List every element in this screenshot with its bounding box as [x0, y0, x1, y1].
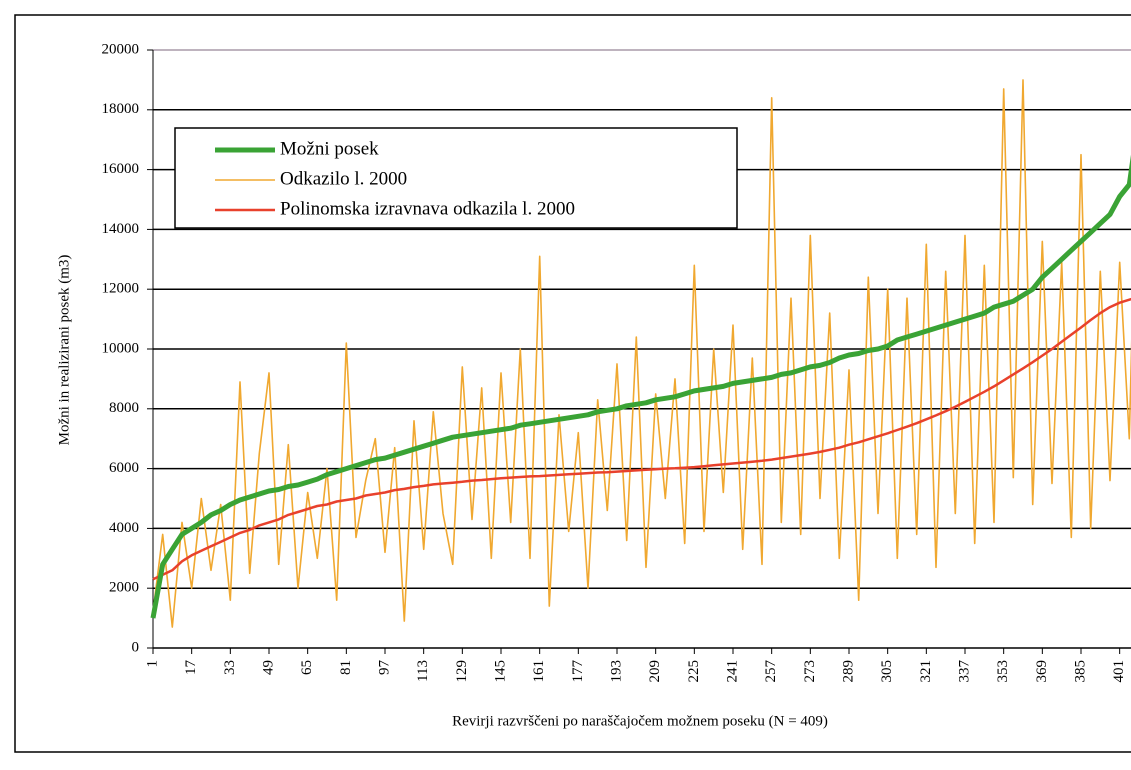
x-tick-label: 369 [1034, 660, 1050, 683]
y-tick-label: 18000 [102, 101, 140, 117]
x-tick-label: 177 [570, 660, 586, 683]
x-tick-label: 113 [415, 660, 431, 682]
x-tick-label: 289 [840, 660, 856, 683]
y-tick-label: 2000 [109, 580, 139, 596]
y-tick-label: 6000 [109, 460, 139, 476]
y-tick-label: 14000 [102, 221, 140, 237]
x-tick-label: 1 [144, 660, 160, 668]
x-tick-label: 193 [608, 660, 624, 683]
x-tick-label: 241 [724, 660, 740, 683]
x-tick-label: 161 [531, 660, 547, 683]
legend-label: Možni posek [280, 138, 379, 159]
x-tick-label: 49 [260, 660, 276, 675]
x-tick-label: 225 [686, 660, 702, 683]
x-tick-label: 321 [918, 660, 934, 683]
y-tick-label: 16000 [102, 161, 140, 177]
x-tick-label: 97 [376, 660, 392, 676]
series-line [152, 79, 1131, 628]
y-tick-label: 20000 [102, 41, 140, 57]
chart-frame [14, 14, 1131, 753]
x-tick-label: 401 [1111, 660, 1127, 683]
x-tick-label: 273 [802, 660, 818, 683]
y-tick-label: 4000 [109, 520, 139, 536]
x-tick-label: 257 [763, 660, 779, 683]
x-tick-label: 353 [995, 660, 1011, 683]
legend-label: Polinomska izravnava odkazila l. 2000 [280, 198, 575, 219]
series-line [152, 297, 1131, 581]
y-tick-label: 10000 [102, 340, 140, 356]
x-tick-label: 81 [338, 660, 354, 675]
y-axis-label: Možni in realizirani posek (m3) [56, 255, 72, 446]
x-tick-label: 305 [879, 660, 895, 683]
x-tick-label: 17 [183, 660, 199, 676]
y-tick-label: 0 [132, 639, 140, 655]
x-tick-label: 145 [492, 660, 508, 683]
x-tick-label: 33 [222, 660, 238, 675]
y-tick-label: 12000 [102, 281, 140, 297]
x-tick-label: 385 [1072, 660, 1088, 683]
y-tick-label: 8000 [109, 400, 139, 416]
legend-box [174, 127, 738, 229]
x-axis-label: Revirji razvrščeni po naraščajočem možne… [452, 713, 828, 729]
series-line [150, 154, 1131, 619]
x-tick-label: 129 [454, 660, 470, 683]
x-tick-label: 209 [647, 660, 663, 683]
x-tick-label: 337 [956, 660, 972, 683]
legend-label: Odkazilo l. 2000 [280, 168, 407, 189]
x-tick-label: 65 [299, 660, 315, 675]
